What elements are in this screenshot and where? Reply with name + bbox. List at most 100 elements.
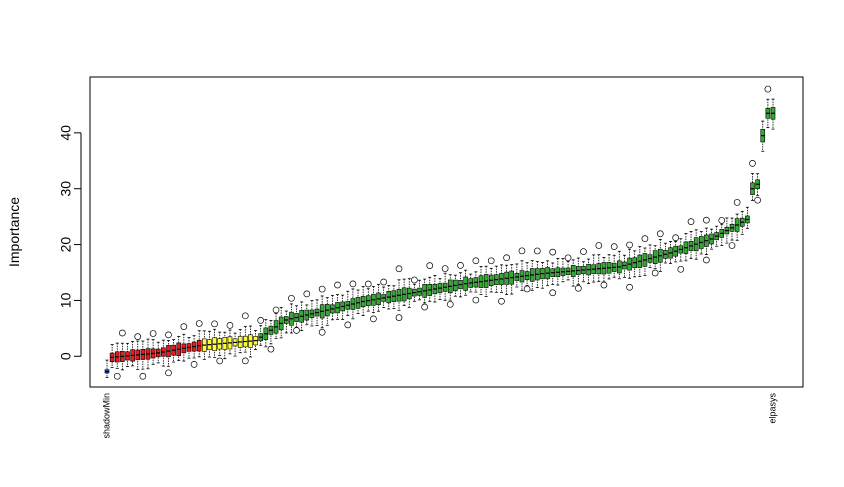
- outlier-point: [134, 333, 142, 340]
- feature-box: [441, 265, 449, 301]
- feature-box: [272, 306, 280, 339]
- feature-box: [364, 280, 372, 312]
- feature-box: [334, 281, 341, 320]
- feature-box: [754, 173, 761, 204]
- feature-box: [411, 276, 418, 302]
- feature-box: [663, 242, 668, 264]
- outlier-point: [549, 248, 557, 256]
- feature-box: [651, 245, 659, 277]
- feature-box: [314, 299, 320, 326]
- outlier-point: [364, 280, 372, 288]
- outlier-point: [651, 269, 659, 277]
- feature-box: [155, 341, 161, 364]
- feature-box: [370, 286, 377, 323]
- outlier-point: [518, 247, 526, 255]
- outlier-point: [503, 254, 510, 262]
- feature-box: [632, 250, 637, 278]
- outlier-point: [672, 234, 680, 242]
- x-category-label: shadowMin: [101, 393, 111, 439]
- feature-box: [406, 278, 412, 308]
- feature-box: [574, 257, 582, 292]
- feature-box: [324, 297, 330, 326]
- outlier-point: [754, 196, 761, 204]
- outlier-point: [656, 230, 664, 238]
- feature-box: [349, 280, 357, 320]
- outlier-point: [446, 300, 454, 308]
- feature-box: [687, 218, 695, 259]
- outlier-point: [764, 85, 772, 93]
- outlier-point: [457, 261, 464, 269]
- feature-box: [529, 260, 535, 291]
- feature-box: [284, 310, 289, 334]
- outlier-point: [195, 320, 203, 327]
- feature-box: [549, 248, 557, 297]
- outlier-point: [395, 265, 403, 273]
- feature-box: [672, 234, 680, 263]
- outlier-point: [119, 329, 126, 337]
- feature-box: [595, 242, 603, 283]
- y-axis: 0 10 20 30 40: [58, 125, 82, 360]
- feature-box: [739, 210, 745, 235]
- feature-box: [626, 241, 633, 291]
- feature-box: [330, 294, 335, 321]
- feature-box: [222, 331, 228, 360]
- outlier-point: [272, 306, 280, 314]
- outlier-point: [564, 254, 572, 262]
- feature-box: [617, 250, 622, 280]
- feature-box: [237, 329, 243, 354]
- feature-box: [764, 85, 772, 129]
- feature-box: [570, 259, 576, 287]
- feature-box: [391, 285, 397, 310]
- feature-box: [241, 312, 249, 365]
- feature-box: [432, 275, 438, 303]
- outlier-point: [334, 281, 341, 289]
- feature-box: [600, 257, 608, 289]
- feature-box: [656, 230, 664, 272]
- feature-box: [509, 264, 515, 295]
- feature-box: [693, 229, 699, 260]
- feature-box: [309, 300, 315, 327]
- y-tick-label: 10: [58, 292, 74, 308]
- feature-box: [186, 337, 192, 359]
- feature-box: [468, 273, 474, 293]
- feature-box: [760, 120, 766, 152]
- feature-box: [360, 286, 366, 316]
- feature-box: [683, 233, 689, 262]
- outlier-point: [600, 281, 608, 289]
- feature-box: [564, 254, 572, 281]
- y-axis-title: Importance: [6, 197, 22, 267]
- feature-box: [718, 217, 726, 246]
- feature-box: [472, 257, 480, 304]
- outlier-point: [595, 242, 603, 249]
- feature-box: [457, 261, 464, 298]
- feature-box: [257, 317, 265, 346]
- y-tick-label: 40: [58, 125, 74, 141]
- category-labels: shadowMin elpasys: [101, 393, 777, 439]
- outlier-point: [165, 369, 172, 377]
- feature-box: [698, 231, 704, 255]
- feature-box: [514, 263, 520, 288]
- feature-box: [714, 225, 719, 247]
- feature-box: [288, 294, 295, 334]
- feature-box: [421, 278, 428, 311]
- feature-box: [446, 274, 454, 308]
- outlier-point: [370, 315, 377, 323]
- feature-box: [540, 261, 545, 289]
- outlier-point: [139, 372, 147, 380]
- feature-box: [622, 254, 627, 278]
- boxplot-series: [104, 85, 776, 380]
- outlier-point: [677, 265, 685, 273]
- outlier-point: [498, 297, 505, 305]
- outlier-point: [293, 327, 300, 334]
- feature-box: [125, 342, 130, 368]
- outlier-point: [687, 218, 695, 225]
- feature-box: [668, 241, 673, 264]
- outlier-point: [549, 289, 557, 297]
- feature-box: [463, 269, 468, 296]
- feature-box: [380, 278, 387, 308]
- feature-box: [395, 265, 403, 321]
- y-tick-label: 0: [58, 352, 74, 360]
- outlier-point: [257, 317, 265, 324]
- feature-box: [417, 279, 422, 301]
- feature-box: [533, 247, 541, 288]
